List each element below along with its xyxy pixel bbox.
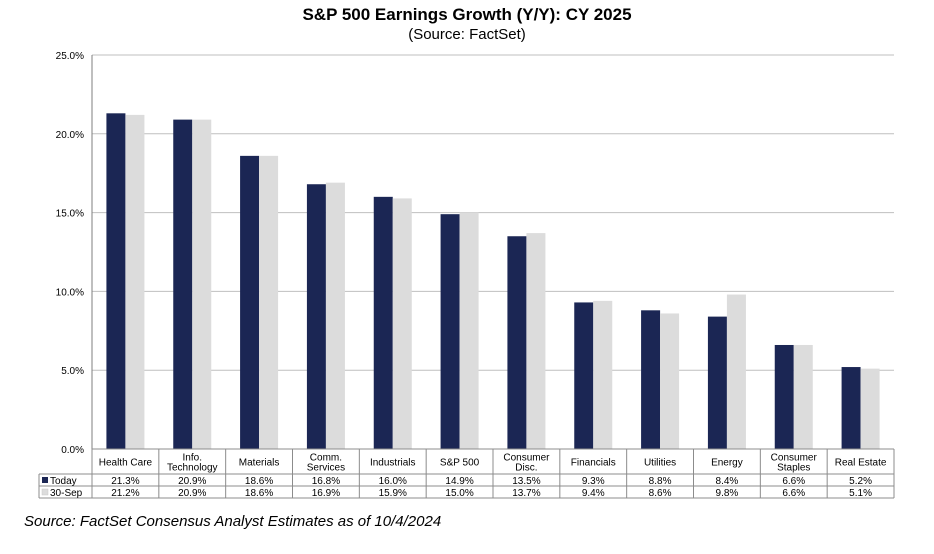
bar-30-sep xyxy=(392,198,412,449)
data-label: 21.2% xyxy=(111,488,139,499)
category-label: Health Care xyxy=(99,458,153,469)
data-label: 13.5% xyxy=(512,476,540,487)
data-label: 8.4% xyxy=(716,476,739,487)
data-label: 16.0% xyxy=(379,476,407,487)
data-label: 20.9% xyxy=(178,476,206,487)
bar-30-sep xyxy=(192,119,212,449)
y-tick-label: 20.0% xyxy=(56,130,84,141)
category-label: S&P 500 xyxy=(440,458,480,469)
bar-today xyxy=(841,367,861,449)
bar-today xyxy=(440,214,460,449)
bar-today xyxy=(641,310,661,449)
y-tick-label: 10.0% xyxy=(56,287,84,298)
data-label: 15.0% xyxy=(445,488,473,499)
bar-today xyxy=(707,316,727,449)
data-label: 5.1% xyxy=(849,488,872,499)
y-tick-label: 15.0% xyxy=(56,209,84,220)
bar-today xyxy=(173,119,193,449)
bar-30-sep xyxy=(259,155,279,449)
category-label: Disc. xyxy=(515,463,537,474)
data-label: 16.8% xyxy=(312,476,340,487)
data-label: 18.6% xyxy=(245,476,273,487)
bar-30-sep xyxy=(526,233,546,449)
bar-today xyxy=(373,196,393,449)
bar-30-sep xyxy=(325,182,345,449)
data-label: 6.6% xyxy=(782,476,805,487)
legend-key xyxy=(41,488,49,496)
category-label: Info. xyxy=(183,453,202,464)
data-label: 21.3% xyxy=(111,476,139,487)
category-label: Technology xyxy=(167,463,218,474)
bar-30-sep xyxy=(125,114,145,449)
data-label: 8.8% xyxy=(649,476,672,487)
chart-subtitle: (Source: FactSet) xyxy=(408,26,526,43)
y-tick-label: 5.0% xyxy=(61,366,84,377)
legend-label: Today xyxy=(50,476,77,487)
category-label: Financials xyxy=(571,458,616,469)
data-label: 8.6% xyxy=(649,488,672,499)
y-tick-label: 0.0% xyxy=(61,445,84,456)
category-label: Consumer xyxy=(503,453,550,464)
category-label: Comm. xyxy=(310,453,342,464)
data-label: 9.4% xyxy=(582,488,605,499)
category-label: Staples xyxy=(777,463,810,474)
data-label: 18.6% xyxy=(245,488,273,499)
data-label: 14.9% xyxy=(445,476,473,487)
data-label: 9.8% xyxy=(716,488,739,499)
category-label: Materials xyxy=(239,458,280,469)
bar-30-sep xyxy=(860,368,880,449)
data-label: 9.3% xyxy=(582,476,605,487)
y-tick-label: 25.0% xyxy=(56,51,84,62)
bar-today xyxy=(306,184,326,449)
bar-30-sep xyxy=(726,294,746,449)
data-label: 5.2% xyxy=(849,476,872,487)
bar-30-sep xyxy=(660,313,680,449)
bar-today xyxy=(106,113,126,449)
data-label: 6.6% xyxy=(782,488,805,499)
data-label: 13.7% xyxy=(512,488,540,499)
bar-today xyxy=(240,155,260,449)
bar-today xyxy=(574,302,594,449)
category-label: Services xyxy=(307,463,345,474)
data-label: 15.9% xyxy=(379,488,407,499)
category-label: Utilities xyxy=(644,458,676,469)
legend-label: 30-Sep xyxy=(50,488,83,499)
category-label: Energy xyxy=(711,458,743,469)
source-note: Source: FactSet Consensus Analyst Estima… xyxy=(24,513,442,530)
data-label: 16.9% xyxy=(312,488,340,499)
chart-title: S&P 500 Earnings Growth (Y/Y): CY 2025 xyxy=(302,5,632,24)
legend-key xyxy=(42,477,48,483)
bar-30-sep xyxy=(593,300,613,449)
bar-30-sep xyxy=(459,212,479,449)
bar-today xyxy=(774,344,794,449)
category-label: Consumer xyxy=(771,453,818,464)
bar-30-sep xyxy=(793,344,813,449)
category-label: Real Estate xyxy=(835,458,887,469)
data-label: 20.9% xyxy=(178,488,206,499)
category-label: Industrials xyxy=(370,458,416,469)
bar-today xyxy=(507,236,527,449)
